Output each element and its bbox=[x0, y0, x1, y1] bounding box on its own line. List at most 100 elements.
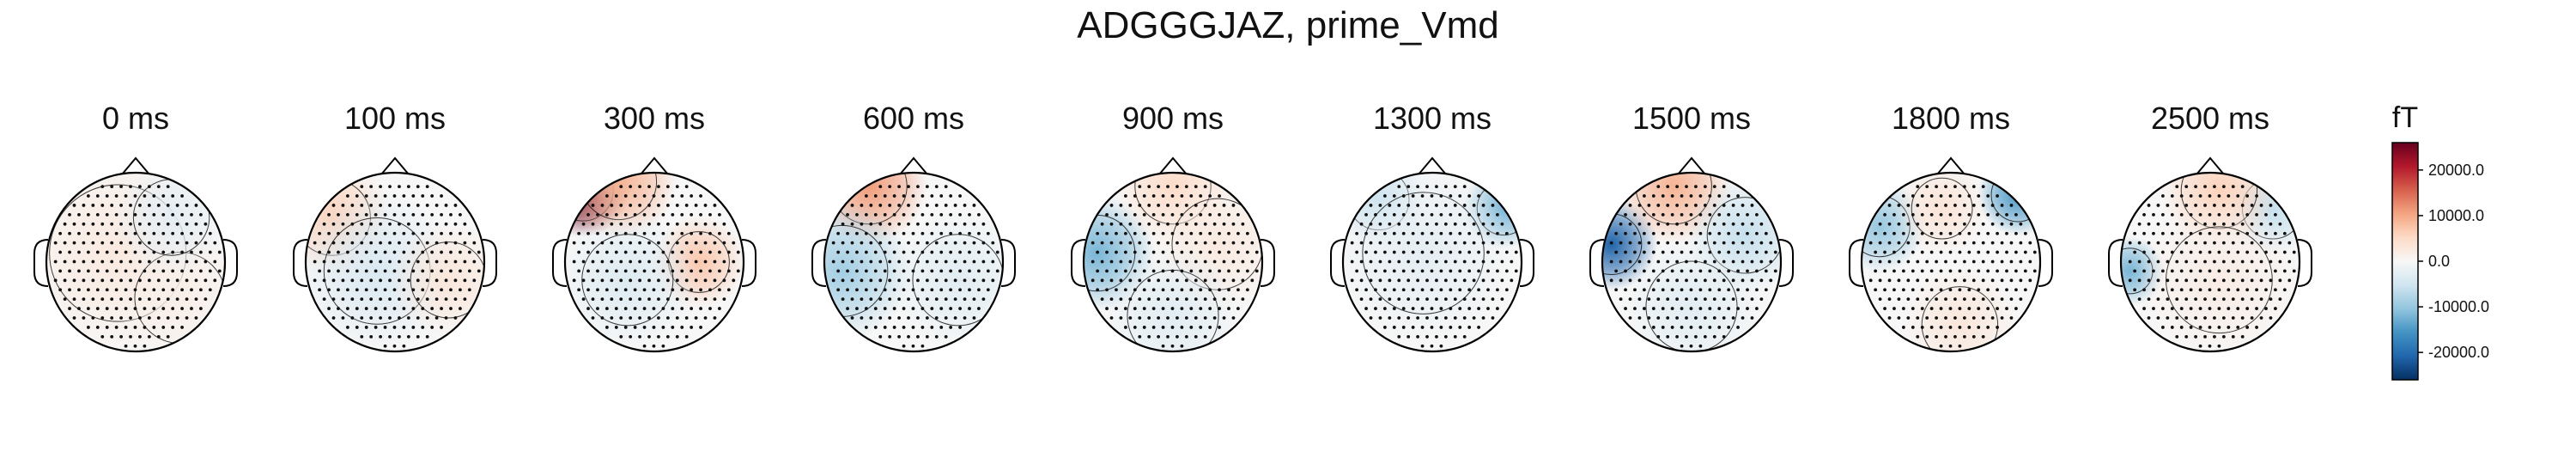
sensor-dot bbox=[864, 250, 868, 254]
sensor-dot bbox=[1430, 194, 1434, 198]
sensor-dot bbox=[444, 297, 448, 302]
sensor-dot bbox=[1642, 269, 1646, 273]
sensor-dot bbox=[1628, 204, 1632, 207]
sensor-dot bbox=[1628, 316, 1632, 320]
sensor-dot bbox=[2245, 250, 2250, 254]
sensor-dot bbox=[911, 231, 915, 235]
sensor-dot bbox=[1406, 185, 1411, 189]
sensor-dot bbox=[2198, 231, 2202, 235]
sensor-dot bbox=[642, 288, 647, 292]
sensor-dot bbox=[374, 326, 378, 329]
sensor-dot bbox=[2014, 307, 2018, 310]
sensor-dot bbox=[1948, 212, 1953, 217]
sensor-dot bbox=[944, 278, 948, 283]
sensor-dot bbox=[1906, 222, 1911, 226]
sensor-dot bbox=[318, 269, 322, 273]
sensor-dot bbox=[930, 231, 934, 235]
sensor-dot bbox=[930, 326, 934, 329]
sensor-dot bbox=[2175, 222, 2179, 226]
sensor-dot bbox=[1628, 297, 1632, 302]
sensor-dot bbox=[1901, 250, 1905, 254]
sensor-dot bbox=[1231, 222, 1236, 226]
sensor-dot bbox=[147, 185, 151, 189]
sensor-dot bbox=[972, 259, 976, 264]
sensor-dot bbox=[1142, 194, 1146, 198]
sensor-dot bbox=[572, 259, 576, 264]
sensor-dot bbox=[1906, 259, 1911, 264]
sensor-dot bbox=[629, 185, 633, 189]
sensor-dot bbox=[2292, 269, 2296, 273]
sensor-dot bbox=[1100, 241, 1104, 245]
sensor-dot bbox=[166, 334, 170, 339]
sensor-dot bbox=[1887, 278, 1892, 283]
sensor-dot bbox=[1689, 231, 1693, 235]
sensor-dot bbox=[2170, 250, 2174, 254]
sensor-dot bbox=[2005, 269, 2008, 273]
sensor-dot bbox=[1633, 231, 1637, 235]
sensor-dot bbox=[1722, 278, 1726, 283]
sensor-dot bbox=[138, 297, 142, 302]
sensor-dot bbox=[1138, 297, 1142, 302]
sensor-dot bbox=[1642, 250, 1646, 254]
sensor-dot bbox=[1166, 316, 1170, 320]
sensor-dot bbox=[82, 204, 86, 207]
sensor-dot bbox=[2179, 212, 2184, 217]
sensor-dot bbox=[1731, 297, 1735, 302]
sensor-dot bbox=[1911, 250, 1915, 254]
sensor-dot bbox=[1157, 259, 1160, 264]
sensor-dot bbox=[1138, 185, 1142, 189]
sensor-dot bbox=[703, 222, 708, 226]
sensor-dot bbox=[1189, 269, 1194, 273]
sensor-dot bbox=[1138, 241, 1142, 245]
sensor-dot bbox=[1184, 185, 1188, 189]
sensor-dot bbox=[1388, 259, 1392, 264]
sensor-dot bbox=[977, 250, 981, 254]
sensor-dot bbox=[1953, 297, 1957, 302]
sensor-dot bbox=[421, 326, 425, 329]
sensor-dot bbox=[2198, 194, 2202, 198]
sensor-dot bbox=[406, 185, 410, 189]
sensor-dot bbox=[1401, 307, 1406, 310]
sensor-dot bbox=[925, 297, 929, 302]
sensor-dot bbox=[156, 185, 161, 189]
sensor-dot bbox=[171, 269, 175, 273]
sensor-dot bbox=[1227, 250, 1230, 254]
sensor-dot bbox=[161, 326, 166, 329]
sensor-dot bbox=[869, 259, 873, 264]
sensor-dot bbox=[434, 241, 439, 245]
sensor-dot bbox=[147, 334, 151, 339]
sensor-dot bbox=[1096, 231, 1100, 235]
sensor-dot bbox=[2221, 222, 2226, 226]
sensor-dot bbox=[1962, 278, 1966, 283]
sensor-dot bbox=[2198, 326, 2202, 329]
sensor-dot bbox=[1962, 297, 1966, 302]
sensor-dot bbox=[1624, 231, 1627, 235]
sensor-dot bbox=[379, 316, 382, 320]
sensor-dot bbox=[1184, 204, 1188, 207]
nose bbox=[640, 156, 669, 175]
sensor-dot bbox=[968, 269, 971, 273]
sensor-dot bbox=[736, 250, 740, 254]
sensor-dot bbox=[675, 241, 679, 245]
sensor-dot bbox=[208, 231, 212, 235]
left-ear bbox=[1330, 239, 1346, 287]
sensor-dot bbox=[1180, 307, 1184, 310]
sensor-array bbox=[1091, 185, 1259, 348]
sensor-dot bbox=[402, 326, 406, 329]
sensor-dot bbox=[916, 297, 920, 302]
left-ear bbox=[1071, 239, 1086, 287]
sensor-dot bbox=[1166, 204, 1170, 207]
sensor-dot bbox=[1208, 326, 1212, 329]
sensor-dot bbox=[341, 222, 345, 226]
sensor-dot bbox=[1166, 222, 1170, 226]
sensor-dot bbox=[638, 297, 641, 302]
sensor-dot bbox=[110, 297, 114, 302]
sensor-dot bbox=[175, 241, 179, 245]
sensor-dot bbox=[1425, 297, 1429, 302]
sensor-dot bbox=[2179, 194, 2184, 198]
nose bbox=[380, 156, 410, 175]
sensor-dot bbox=[1883, 250, 1886, 254]
sensor-dot bbox=[675, 204, 679, 207]
right-ear bbox=[1778, 239, 1794, 287]
sensor-dot bbox=[1236, 269, 1240, 273]
